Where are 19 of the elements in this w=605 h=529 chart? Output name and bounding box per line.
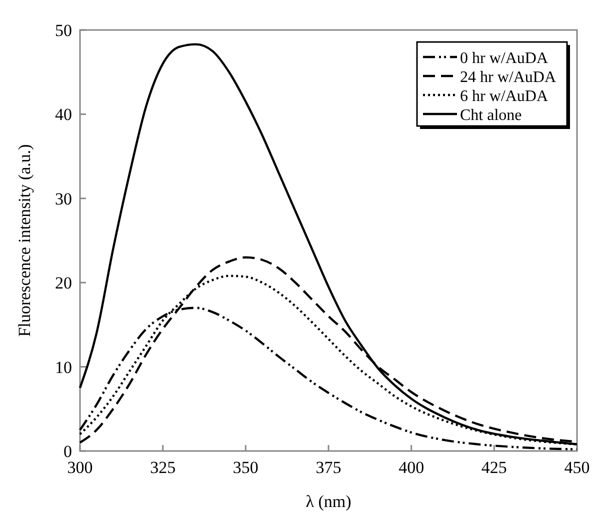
y-tick-label: 10 — [55, 358, 72, 377]
x-tick-label: 375 — [316, 458, 342, 477]
x-tick-label: 425 — [481, 458, 507, 477]
legend-label: Cht alone — [460, 107, 522, 124]
x-tick-label: 450 — [564, 458, 590, 477]
y-tick-label: 40 — [55, 105, 72, 124]
legend-label: 24 hr w/AuDA — [460, 69, 556, 86]
x-tick-label: 300 — [67, 458, 93, 477]
y-tick-label: 50 — [55, 21, 72, 40]
y-axis-title: Fluorescence intensity (a.u.) — [15, 144, 34, 337]
y-tick-label: 30 — [55, 189, 72, 208]
x-tick-label: 325 — [150, 458, 176, 477]
x-tick-label: 350 — [232, 458, 258, 477]
legend-label: 6 hr w/AuDA — [460, 88, 548, 105]
y-tick-label: 20 — [55, 274, 72, 293]
x-axis-title: λ (nm) — [306, 492, 352, 511]
legend-label: 0 hr w/AuDA — [460, 50, 548, 67]
x-tick-label: 400 — [398, 458, 424, 477]
y-tick-label: 0 — [64, 442, 72, 461]
